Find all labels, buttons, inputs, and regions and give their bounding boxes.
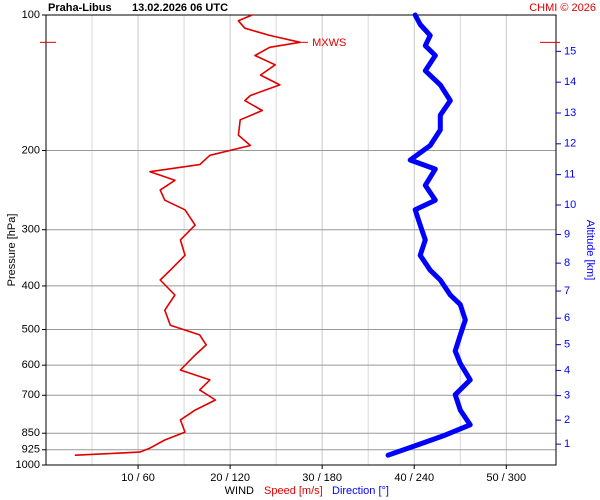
y-tick-label: 300 (22, 224, 40, 236)
y2-tick-label: 14 (564, 76, 576, 88)
y2-tick-label: 6 (564, 312, 570, 324)
x-tick-label: 50 / 300 (486, 472, 526, 484)
profile-line (385, 12, 473, 458)
y2-axis-label: Altitude [km] (584, 220, 596, 281)
y2-tick-label: 10 (564, 199, 576, 211)
x-axis-label: WIND (225, 485, 254, 497)
y2-tick-label: 9 (564, 228, 570, 240)
y-tick-label: 925 (22, 444, 40, 456)
y-tick-label: 500 (22, 323, 40, 335)
y2-tick-label: 2 (564, 414, 570, 426)
y-tick-label: 700 (22, 389, 40, 401)
y2-tick-label: 11 (564, 169, 575, 181)
y2-tick-label: 1 (564, 438, 570, 450)
y2-tick-label: 15 (564, 45, 576, 57)
y-tick-label: 850 (22, 427, 40, 439)
x-tick-label: 40 / 240 (394, 472, 434, 484)
y-tick-label: 100 (22, 9, 40, 21)
y-tick-label: 1000 (16, 459, 40, 471)
y2-tick-label: 4 (564, 364, 570, 376)
y-tick-label: 400 (22, 280, 40, 292)
legend-entry: Speed [m/s] (264, 485, 323, 497)
plot-frame (45, 14, 557, 466)
chart-title: Praha-Libus (48, 2, 112, 14)
y-tick-label: 600 (22, 359, 40, 371)
chart-subtitle: 13.02.2026 06 UTC (132, 2, 228, 14)
annotation: MXWS (312, 37, 346, 49)
x-tick-label: 20 / 120 (210, 472, 250, 484)
y2-tick-label: 8 (564, 257, 570, 269)
y2-tick-label: 12 (564, 138, 576, 150)
y2-tick-label: 13 (564, 107, 576, 119)
x-tick-label: 10 / 60 (121, 472, 155, 484)
y2-tick-label: 5 (564, 339, 570, 351)
profile-line (74, 14, 301, 457)
x-tick-label: 30 / 180 (302, 472, 342, 484)
y-axis-label: Pressure [hPa] (6, 214, 18, 287)
y2-tick-label: 7 (564, 285, 570, 297)
y-tick-label: 200 (22, 144, 40, 156)
credit: CHMI © 2026 (529, 2, 596, 14)
y2-tick-label: 3 (564, 390, 570, 402)
legend-entry: Direction [°] (332, 485, 389, 497)
